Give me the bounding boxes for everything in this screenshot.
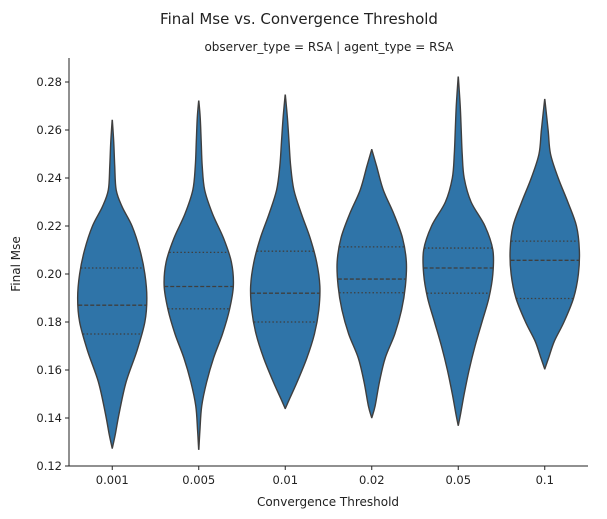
chart-title: Final Mse vs. Convergence Threshold [160,10,438,28]
plot-area [76,76,581,450]
x-tick-label: 0.01 [272,473,298,487]
violin-0.001 [76,119,148,449]
y-tick-label: 0.20 [36,267,62,281]
violin-0.1 [509,98,581,370]
x-tick-label: 0.02 [359,473,385,487]
y-axis-ticks: 0.12 0.14 0.16 0.18 0.20 0.22 0.24 0.26 0.28 [36,75,69,473]
violin-0.005 [163,100,235,450]
x-tick-label: 0.1 [536,473,554,487]
violin-0.05 [422,76,495,426]
violin-0.02 [336,148,408,419]
y-tick-label: 0.26 [36,123,62,137]
y-tick-label: 0.28 [36,75,62,89]
y-tick-label: 0.14 [36,411,62,425]
violin-0.01 [249,94,321,410]
facet-title: observer_type = RSA | agent_type = RSA [204,40,454,54]
x-axis-ticks: 0.001 0.005 0.01 0.02 0.05 0.1 [96,466,554,487]
x-tick-label: 0.005 [182,473,215,487]
y-tick-label: 0.18 [36,315,62,329]
y-tick-label: 0.24 [36,171,62,185]
x-tick-label: 0.001 [96,473,129,487]
y-tick-label: 0.16 [36,363,62,377]
y-axis-label: Final Mse [9,236,23,291]
x-axis-label: Convergence Threshold [257,495,399,509]
x-tick-label: 0.05 [445,473,471,487]
y-tick-label: 0.22 [36,219,62,233]
y-tick-label: 0.12 [36,459,62,473]
